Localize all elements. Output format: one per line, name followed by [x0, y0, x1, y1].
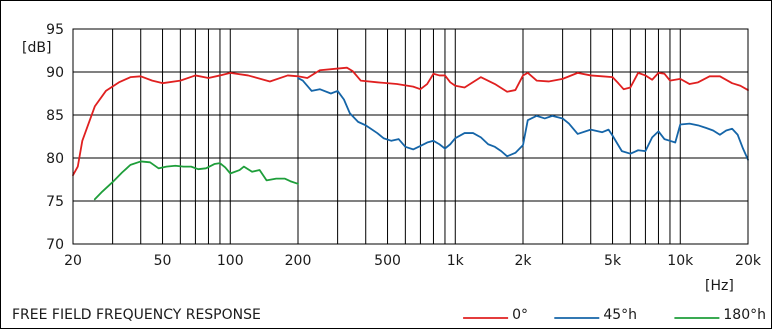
x-tick-label: 5k — [604, 253, 622, 269]
x-tick-label: 50 — [154, 253, 172, 269]
y-tick-label: 75 — [46, 194, 64, 210]
series-group — [72, 66, 749, 201]
y-tick-label: 70 — [46, 237, 64, 253]
legend-label-0: 0° — [512, 307, 528, 323]
x-tick-label: 20 — [64, 253, 82, 269]
series-line-0 — [72, 66, 749, 177]
x-tick-label: 200 — [285, 253, 312, 269]
plot-area-border — [72, 28, 749, 245]
series-line-1 — [297, 77, 749, 161]
tick-labels: 20 50 100 200 500 1k 2k 5k 10k 20k 70 75 80 85 90 95 — [46, 22, 762, 269]
x-tick-label: 20k — [735, 253, 762, 269]
x-tick-label: 1k — [447, 253, 465, 269]
x-tick-label: 2k — [514, 253, 532, 269]
series-line-2 — [93, 160, 299, 201]
x-tick-label: 10k — [667, 253, 694, 269]
legend: 0° 45°h 180°h — [463, 307, 766, 323]
chart-title: FREE FIELD FREQUENCY RESPONSE — [12, 307, 261, 323]
y-tick-label: 85 — [46, 108, 64, 124]
y-tick-label: 95 — [46, 22, 64, 38]
legend-label-1: 45°h — [603, 307, 637, 323]
y-tick-label: 90 — [46, 65, 64, 81]
y-tick-label: 80 — [46, 151, 64, 167]
x-tick-label: 500 — [374, 253, 401, 269]
y-axis-label: [dB] — [22, 40, 51, 56]
legend-label-2: 180°h — [723, 307, 766, 323]
x-tick-label: 100 — [217, 253, 244, 269]
grid — [73, 29, 748, 244]
x-axis-label: [Hz] — [705, 278, 734, 294]
